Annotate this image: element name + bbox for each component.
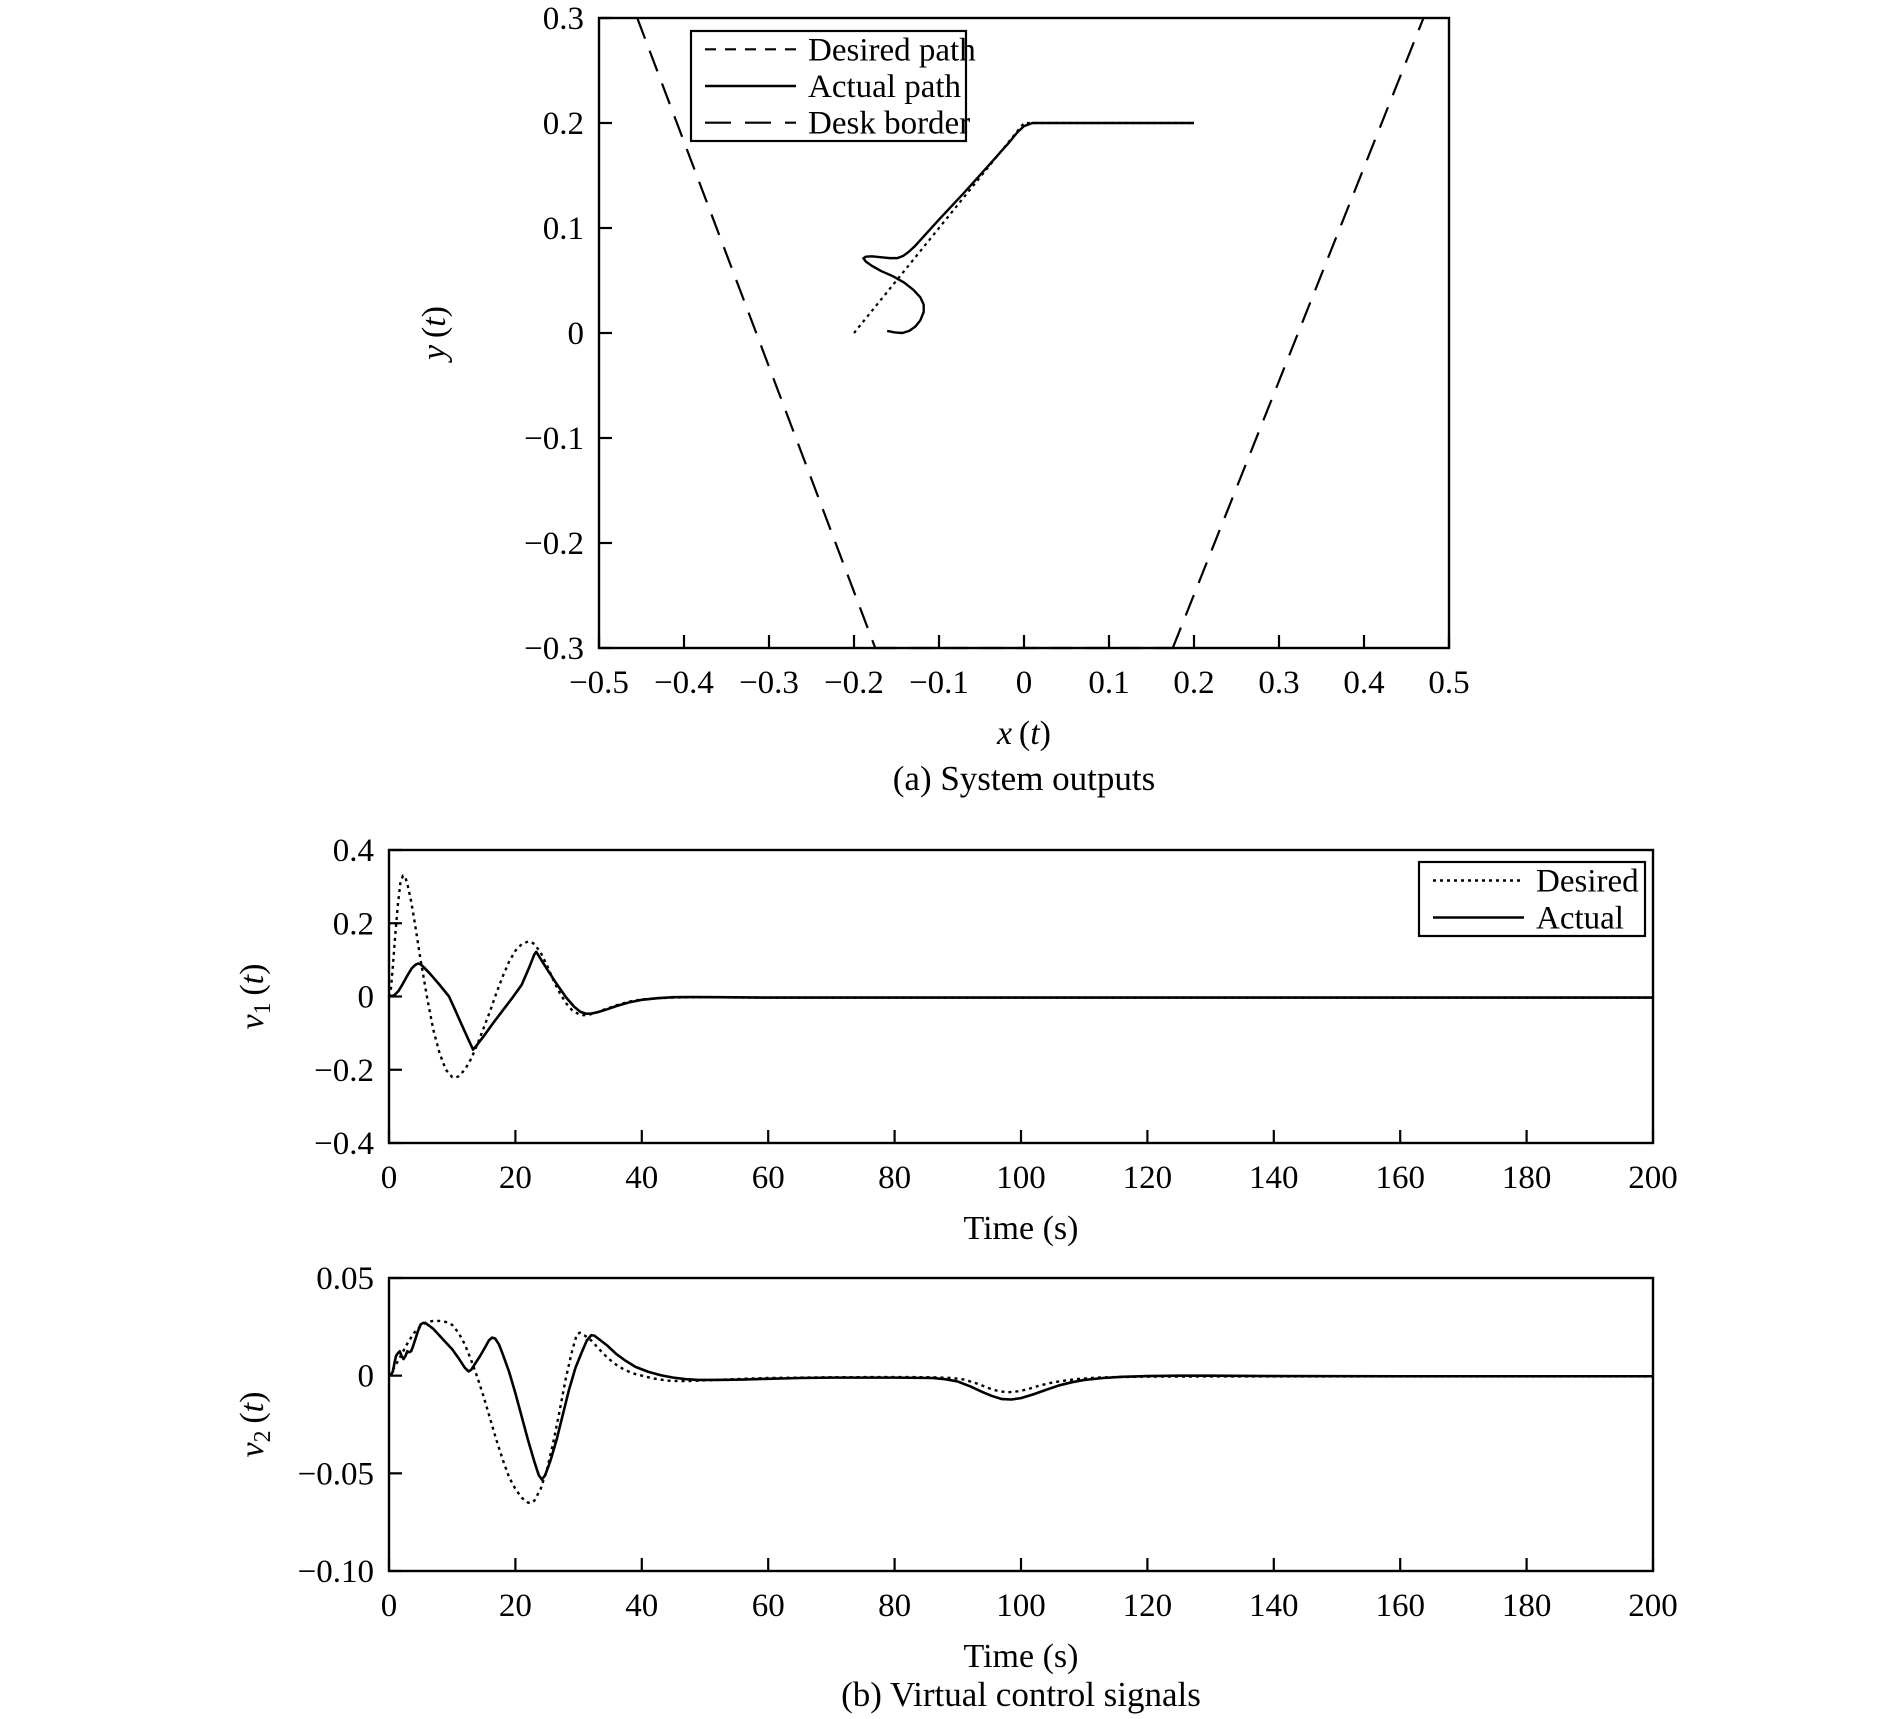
y-tick-label: 0 [358,980,375,1016]
y-tick-label: −0.2 [524,526,584,562]
v1-signal-ylabel: v1 (t) [234,964,276,1030]
x-tick-label: −0.4 [654,665,714,701]
x-tick-label: 80 [878,1588,911,1624]
desk-border-line [636,17,877,649]
x-tick-label: 100 [996,1160,1046,1196]
x-tick-label: 0.1 [1088,665,1129,701]
x-tick-label: 100 [996,1588,1046,1624]
y-tick-label: 0 [568,316,585,352]
x-tick-label: 120 [1123,1160,1173,1196]
y-tick-label: −0.10 [298,1554,374,1590]
x-tick-label: 0 [381,1588,398,1624]
y-tick-label: −0.1 [524,421,584,457]
x-tick-label: 160 [1375,1588,1425,1624]
x-tick-label: 0.3 [1258,665,1299,701]
x-tick-label: 20 [499,1588,532,1624]
x-tick-label: 120 [1123,1588,1173,1624]
x-tick-label: 0.5 [1428,665,1469,701]
x-tick-label: −0.3 [739,665,799,701]
y-tick-label: −0.4 [314,1126,374,1162]
x-tick-label: 200 [1628,1588,1678,1624]
x-tick-label: 180 [1502,1588,1552,1624]
x-tick-label: −0.5 [569,665,629,701]
caption-a: (a) System outputs [893,759,1155,798]
desired-line [387,1319,1653,1505]
x-tick-label: 200 [1628,1160,1678,1196]
v1-signal-xlabel: Time (s) [964,1210,1079,1247]
desk-border-line [1171,17,1425,649]
v2-signal-xlabel: Time (s) [964,1638,1079,1675]
y-tick-label: 0.1 [543,211,584,247]
v2-signal-plot-border [387,1276,1655,1573]
actual-line [388,1321,1653,1481]
legend-label: Actual [1536,901,1624,937]
x-tick-label: 0.4 [1343,665,1384,701]
v2-signal-ylabel: v2 (t) [234,1392,276,1458]
x-tick-label: 40 [625,1160,658,1196]
y-tick-label: 0.4 [333,833,374,869]
actual-path-line [862,121,1194,335]
legend-label: Desired [1536,864,1639,900]
x-tick-label: 160 [1375,1160,1425,1196]
x-tick-label: 0 [381,1160,398,1196]
y-tick-label: 0.3 [543,1,584,37]
x-tick-label: 20 [499,1160,532,1196]
x-tick-label: 0 [1016,665,1033,701]
system-outputs-plot: −0.5 −0.4 −0.3 −0.2 −0.1 0 0.1 0.2 0.3 0.4 0.5 0.3 0… [416,1,1470,752]
x-tick-label: 40 [625,1588,658,1624]
y-tick-label: 0 [358,1359,375,1395]
legend-label: Desired path [808,32,976,68]
v1-signal-plot: 0 20 40 60 80 100 120 140 160 180 200 0.4 0.2 0 −0.2 −0… [234,833,1678,1247]
x-tick-label: 60 [752,1160,785,1196]
system-outputs-xlabel: x (t) [996,715,1051,752]
x-tick-label: −0.1 [909,665,969,701]
legend-label: Actual path [808,69,962,105]
x-tick-label: 80 [878,1160,911,1196]
y-tick-label: −0.2 [314,1053,374,1089]
x-tick-label: 180 [1502,1160,1552,1196]
x-tick-label: 140 [1249,1160,1299,1196]
y-tick-label: 0.05 [316,1261,374,1297]
desired-path-line [853,121,1194,334]
y-tick-label: 0.2 [543,106,584,142]
x-tick-label: 140 [1249,1588,1299,1624]
caption-b: (b) Virtual control signals [841,1675,1201,1714]
y-tick-label: 0.2 [333,906,374,942]
v2-signal-plot: 0 20 40 60 80 100 120 140 160 180 200 0.05 0 −0.05 −0.… [234,1261,1678,1675]
x-tick-label: 0.2 [1173,665,1214,701]
x-tick-label: 60 [752,1588,785,1624]
system-outputs-ylabel: y (t) [416,306,453,363]
x-tick-label: −0.2 [824,665,884,701]
y-tick-label: −0.3 [524,631,584,667]
y-tick-label: −0.05 [298,1456,374,1492]
legend-label: Desk border [808,106,970,142]
actual-line [388,950,1653,1051]
v1-signal-legend-box [1417,860,1647,938]
desired-line [387,874,1653,1080]
